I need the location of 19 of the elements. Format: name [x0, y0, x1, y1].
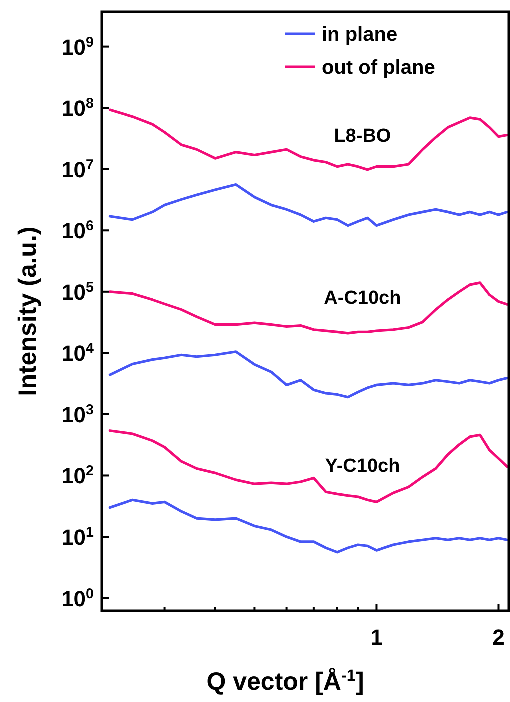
y-tick-label: 10$^{1}$	[62, 525, 94, 550]
y-tick-label: 10$^{8}$	[62, 96, 94, 122]
y-tick-label: 10$^{7}$	[62, 157, 94, 182]
y-tick-label: 10$^{5}$	[62, 280, 94, 305]
y-tick-label: 10$^{9}$	[62, 34, 94, 60]
x-tick-label: 2	[492, 625, 505, 650]
y-axis-title: Intensity (a.u.)	[14, 226, 42, 396]
y-tick-label: 10$^{2}$	[62, 464, 94, 489]
legend-label: out of plane	[322, 57, 436, 79]
annotation: L8-BO	[334, 126, 392, 147]
y-tick-label: 10$^{4}$	[62, 341, 94, 366]
annotation: A-C10ch	[324, 288, 402, 310]
y-tick-label: 10$^{3}$	[62, 402, 94, 428]
x-tick-label: 1	[370, 625, 383, 650]
legend-label: in plane	[322, 24, 398, 46]
y-tick-label: 10$^{6}$	[62, 218, 94, 244]
x-axis-title: Q vector [Å$^{-1}$]	[206, 667, 364, 696]
annotation: Y-C10ch	[325, 456, 400, 478]
y-tick-label: 10$^{0}$	[62, 586, 94, 612]
